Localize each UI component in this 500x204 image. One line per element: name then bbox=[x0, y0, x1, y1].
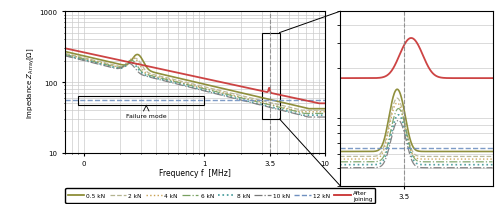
Bar bbox=[262, 33, 280, 119]
Text: Failure mode: Failure mode bbox=[126, 113, 166, 118]
Y-axis label: Impedance $Z_\mathrm{Array}$[$\Omega$]: Impedance $Z_\mathrm{Array}$[$\Omega$] bbox=[25, 47, 36, 118]
Legend: 0.5 kN, 2 kN, 4 kN, 6 kN, 8 kN, 10 kN, 12 kN, After
joining: 0.5 kN, 2 kN, 4 kN, 6 kN, 8 kN, 10 kN, 1… bbox=[66, 188, 374, 203]
Bar bbox=[78, 97, 204, 105]
X-axis label: Frequency f  [MHz]: Frequency f [MHz] bbox=[159, 168, 231, 177]
